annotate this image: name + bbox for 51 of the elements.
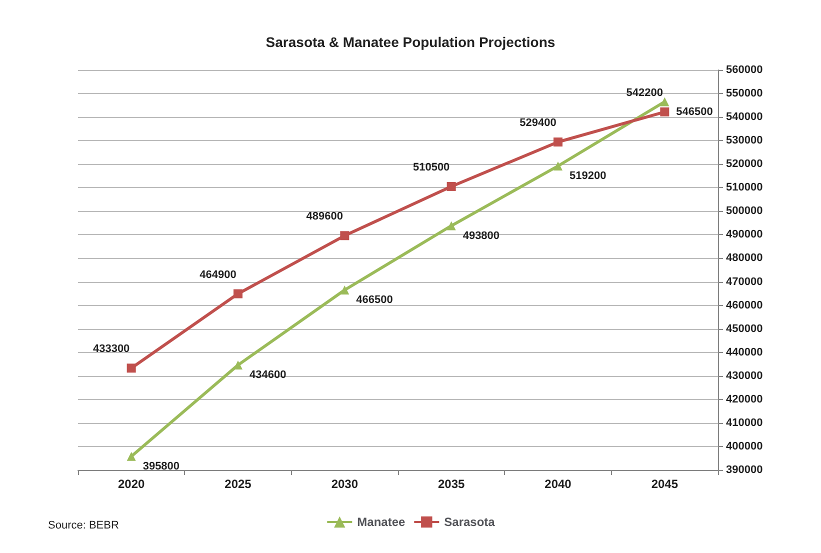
y-tick-label: 390000 (726, 464, 763, 476)
data-label: 395800 (142, 460, 180, 472)
data-label: 510500 (412, 161, 450, 174)
point (234, 289, 242, 298)
y-tick-label: 550000 (726, 88, 763, 100)
x-tick-label: 2025 (224, 477, 252, 491)
source-note: Source: BEBR (48, 520, 119, 532)
data-label: 493800 (462, 230, 500, 242)
y-tick-label: 410000 (726, 416, 763, 429)
y-tick-label: 430000 (726, 370, 763, 382)
legend-label: Sarasota (444, 515, 496, 529)
data-label: 464900 (200, 268, 236, 281)
point (660, 107, 670, 116)
x-tick-label: 2020 (118, 477, 146, 491)
y-tick-label: 540000 (726, 111, 763, 124)
point (126, 364, 136, 373)
data-label: 542200 (626, 86, 664, 99)
data-label: 519200 (570, 170, 606, 182)
y-tick-label: 500000 (726, 205, 763, 218)
point (554, 138, 562, 146)
point (446, 221, 456, 230)
y-tick-label: 560000 (726, 64, 763, 76)
y-tick-label: 450000 (726, 322, 763, 335)
y-tick-label: 510000 (726, 182, 763, 194)
legend-label: Manatee (357, 515, 406, 529)
data-label: 466500 (356, 294, 393, 306)
data-label: 434600 (250, 369, 286, 382)
point (446, 182, 456, 191)
y-tick-label: 520000 (726, 158, 763, 170)
y-tick-label: 460000 (726, 299, 763, 312)
x-tick-label: 2045 (651, 477, 678, 491)
data-label: 546500 (676, 106, 713, 118)
y-tick-label: 440000 (726, 346, 763, 358)
y-tick-label: 420000 (726, 393, 763, 406)
x-tick-label: 2040 (544, 477, 572, 491)
y-tick-label: 530000 (726, 134, 763, 147)
x-tick-label: 2035 (438, 477, 466, 491)
point (126, 452, 136, 461)
data-label: 529400 (520, 117, 556, 129)
point (340, 286, 350, 294)
y-tick-label: 480000 (726, 252, 763, 264)
data-label: 489600 (306, 210, 344, 223)
y-tick-label: 490000 (726, 228, 763, 241)
point (660, 97, 670, 106)
y-tick-label: 400000 (726, 440, 763, 452)
point (554, 162, 562, 170)
data-label: 433300 (92, 343, 130, 356)
chart-title: Sarasota & Manatee Population Projections (266, 34, 556, 50)
x-tick-label: 2030 (331, 477, 358, 491)
y-tick-label: 470000 (726, 276, 763, 288)
point (340, 231, 350, 240)
